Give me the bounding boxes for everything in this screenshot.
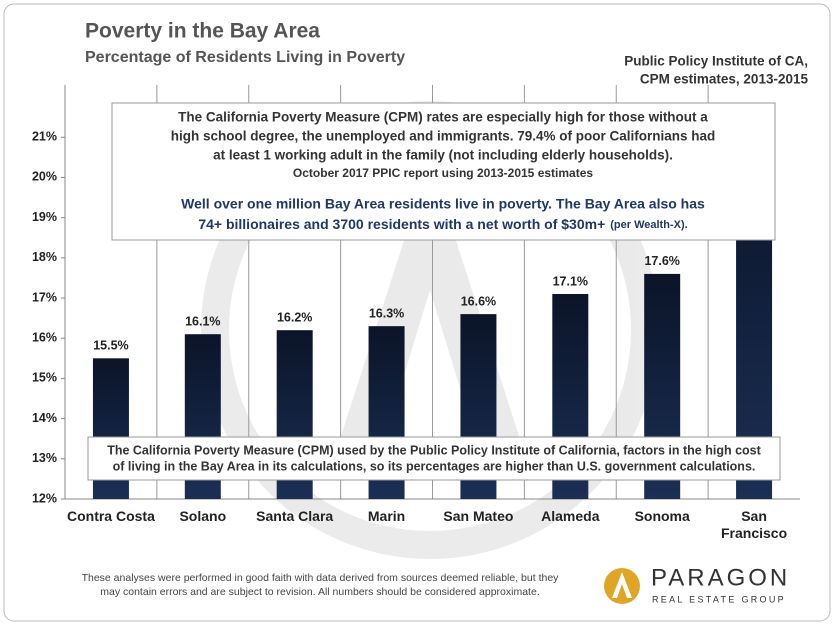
y-tick-label: 19% bbox=[32, 210, 57, 224]
value-label: 17.6% bbox=[644, 254, 679, 268]
value-label: 15.5% bbox=[93, 339, 128, 353]
chart-title: Poverty in the Bay Area bbox=[85, 20, 320, 43]
logo-tagline: REAL ESTATE GROUP bbox=[652, 594, 786, 604]
y-tick-label: 18% bbox=[32, 250, 57, 264]
annotation-highlight-note: (per Wealth-X). bbox=[610, 219, 687, 231]
logo-name: PARAGON bbox=[651, 564, 790, 591]
x-tick-label: San Francisco bbox=[720, 508, 788, 541]
logo-mark bbox=[604, 568, 640, 604]
annotation-text: The California Poverty Measure (CPM) rat… bbox=[178, 110, 708, 125]
logo: PARAGON REAL ESTATE GROUP bbox=[604, 564, 790, 604]
y-tick-label: 17% bbox=[32, 290, 57, 304]
footer: These analyses were performed in good fa… bbox=[82, 572, 560, 584]
source: Public Policy Institute of CA, bbox=[624, 54, 808, 69]
value-label: 16.1% bbox=[185, 315, 220, 329]
annotation-note: October 2017 PPIC report using 2013-2015… bbox=[293, 166, 593, 180]
y-tick-label: 21% bbox=[32, 130, 57, 144]
y-tick-label: 20% bbox=[32, 170, 57, 184]
x-tick-label: San Mateo bbox=[443, 508, 514, 524]
value-label: 16.6% bbox=[461, 294, 496, 308]
chart-subtitle: Percentage of Residents Living in Povert… bbox=[85, 49, 405, 66]
source: CPM estimates, 2013-2015 bbox=[640, 72, 809, 87]
value-label: 17.1% bbox=[553, 274, 588, 288]
x-tick-label: Santa Clara bbox=[256, 508, 334, 524]
y-tick-label: 14% bbox=[32, 411, 57, 425]
value-label: 16.2% bbox=[277, 310, 312, 324]
annotation-text: The California Poverty Measure (CPM) use… bbox=[107, 443, 761, 457]
footer: may contain errors and are subject to re… bbox=[100, 586, 539, 598]
logo-icon bbox=[612, 572, 632, 598]
annotation-text: of living in the Bay Area in its calcula… bbox=[113, 459, 756, 473]
x-tick-label: Sonoma bbox=[634, 508, 690, 524]
x-tick-label: Alameda bbox=[541, 508, 600, 524]
annotation-text: high school degree, the unemployed and i… bbox=[171, 129, 716, 144]
x-tick-label: Solano bbox=[179, 508, 227, 524]
x-tick-label: Marin bbox=[367, 508, 406, 524]
value-label: 16.3% bbox=[369, 306, 404, 320]
y-tick-label: 15% bbox=[32, 371, 57, 385]
y-tick-label: 12% bbox=[32, 491, 57, 505]
annotation-highlight: 74+ billionaires and 3700 residents with… bbox=[198, 216, 687, 232]
y-tick-label: 13% bbox=[32, 451, 57, 465]
y-tick-label: 16% bbox=[32, 331, 57, 345]
x-tick-label: Contra Costa bbox=[66, 508, 155, 524]
annotation-box bbox=[111, 102, 776, 241]
annotation-highlight: Well over one million Bay Area residents… bbox=[181, 196, 705, 212]
annotation-highlight-text: 74+ billionaires and 3700 residents with… bbox=[198, 216, 605, 232]
annotation-text: at least 1 working adult in the family (… bbox=[213, 148, 673, 163]
annotation-box bbox=[87, 436, 781, 481]
